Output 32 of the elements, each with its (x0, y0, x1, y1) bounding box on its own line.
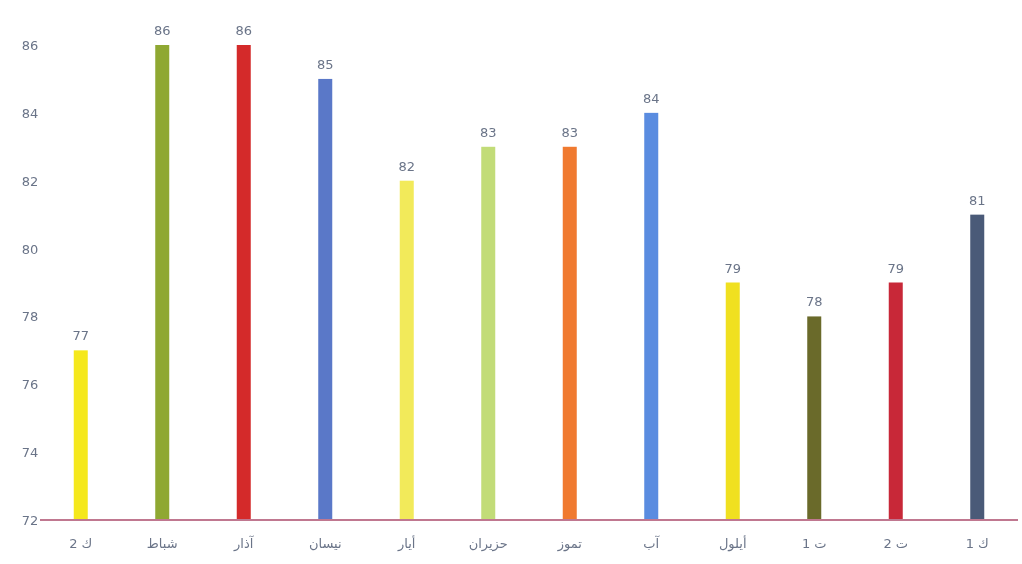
x-tick-label: حزيران (468, 536, 508, 552)
x-tick-label: تموز (556, 536, 583, 552)
data-label: 81 (968, 192, 986, 208)
y-tick-label: 84 (21, 105, 39, 121)
y-tick-label: 74 (21, 445, 39, 461)
x-tick-label: أيار (397, 535, 416, 552)
y-tick-label: 78 (21, 309, 39, 325)
x-tick-label: ك 1 (965, 536, 989, 551)
x-tick-label: ك 2 (69, 536, 93, 551)
x-tick-label: شباط (146, 536, 178, 551)
data-label: 83 (561, 124, 579, 140)
data-label: 77 (72, 328, 90, 344)
y-tick-label: 80 (21, 241, 39, 257)
data-label: 85 (316, 56, 334, 72)
data-label: 82 (398, 158, 416, 174)
data-label: 78 (805, 294, 823, 310)
y-tick-label: 82 (21, 173, 39, 189)
data-label: 79 (887, 260, 905, 276)
data-label: 84 (642, 90, 660, 106)
y-tick-label: 72 (21, 513, 39, 528)
x-tick-label: آذار (233, 535, 255, 552)
data-label: 83 (479, 124, 497, 140)
data-label: 86 (235, 23, 253, 38)
data-label: 86 (153, 23, 171, 38)
x-tick-label: أيلول (718, 535, 747, 552)
data-label: 79 (724, 260, 742, 276)
x-tick-label: ت 1 (801, 536, 827, 551)
x-tick-label: ت 2 (883, 536, 909, 551)
x-tick-label: نيسان (308, 536, 342, 551)
y-tick-label: 76 (21, 377, 39, 393)
y-tick-label: 86 (21, 38, 39, 53)
x-tick-label: آب (643, 535, 661, 551)
